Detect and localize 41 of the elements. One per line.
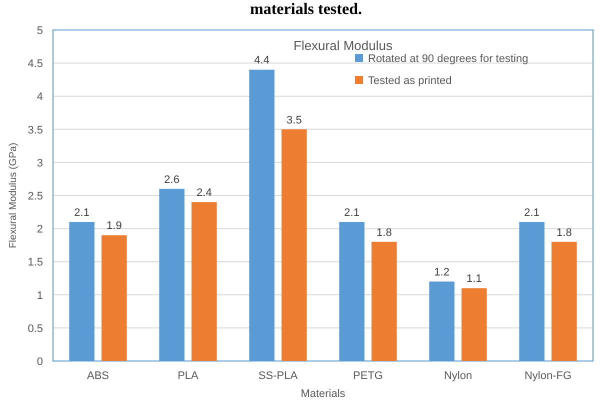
data-label: 3.5 <box>286 114 302 126</box>
data-label: 1.1 <box>466 273 482 286</box>
data-label: 2.4 <box>196 187 212 200</box>
data-label: 4.4 <box>254 54 270 67</box>
y-tick-label: 3.5 <box>28 124 43 136</box>
y-tick-label: 1.5 <box>28 256 43 269</box>
data-label: 1.8 <box>376 226 392 239</box>
bar <box>372 242 397 361</box>
data-label: 1.8 <box>556 226 572 239</box>
x-tick-label: Nylon-FG <box>524 370 572 382</box>
y-tick-label: 2.5 <box>28 190 43 202</box>
data-label: 2.1 <box>524 206 540 219</box>
data-label: 2.6 <box>164 174 180 186</box>
y-tick-label: 3 <box>36 157 43 170</box>
bar <box>192 202 217 361</box>
bar <box>552 242 577 361</box>
x-tick-label: PETG <box>353 370 383 382</box>
data-label: 1.9 <box>106 220 122 232</box>
x-tick-label: PLA <box>178 370 200 382</box>
text: materials tested. <box>250 1 362 18</box>
y-tick-label: 0 <box>36 356 43 368</box>
bar <box>462 288 487 361</box>
y-tick-label: 4.5 <box>28 58 43 70</box>
x-tick-label: ABS <box>86 370 110 382</box>
y-tick-label: 2 <box>36 224 43 236</box>
y-axis-title: Flexural Modulus (GPa) <box>8 142 19 248</box>
bar <box>102 235 127 361</box>
y-tick-label: 5 <box>36 25 43 37</box>
y-tick-label: 0.5 <box>28 322 43 335</box>
data-label: 2.1 <box>74 206 90 219</box>
bar <box>282 129 307 361</box>
x-axis-title: Materials <box>300 388 346 400</box>
x-tick-label: SS-PLA <box>258 370 298 382</box>
x-tick-label: Nylon <box>444 370 472 382</box>
y-tick-label: 1 <box>36 290 43 302</box>
y-tick-label: 4 <box>36 91 43 104</box>
text: Flexural Modulus <box>294 38 393 53</box>
data-label: 1.2 <box>434 266 450 279</box>
legend-label: Tested as printed <box>368 75 452 87</box>
legend-label: Rotated at 90 degrees for testing <box>368 53 528 65</box>
data-label: 2.1 <box>344 206 360 219</box>
